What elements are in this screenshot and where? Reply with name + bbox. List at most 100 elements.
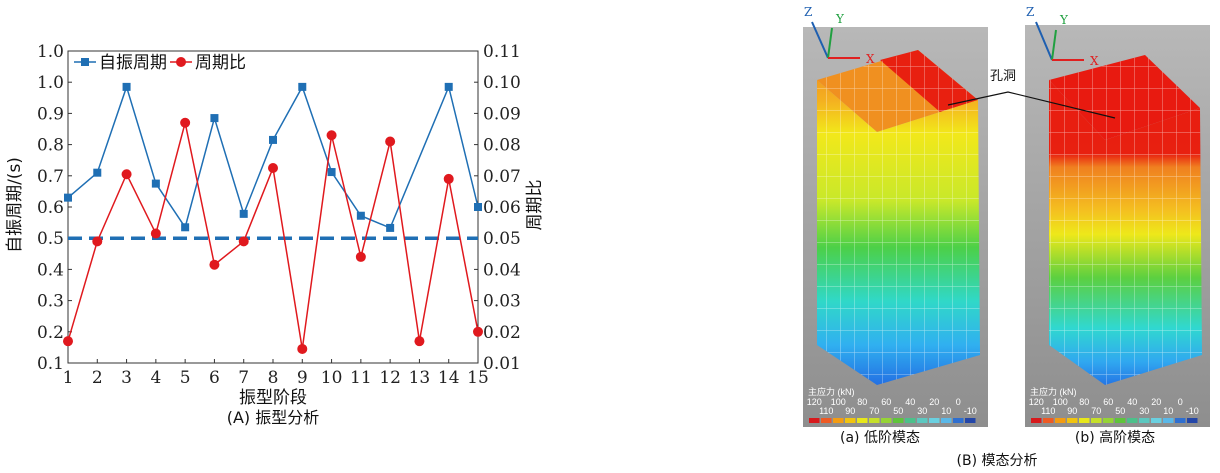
x-tick-label: 15 xyxy=(467,368,489,388)
legend-value: 10 xyxy=(941,406,951,416)
x-tick-label: 13 xyxy=(409,368,431,388)
data-point-ratio xyxy=(238,236,249,247)
legend-value: 110 xyxy=(1041,406,1055,416)
legend-value: 120 xyxy=(1029,397,1044,407)
x-tick-label: 9 xyxy=(297,368,308,388)
legend-swatch xyxy=(1043,418,1054,423)
axis-triad-icon: Z Y X xyxy=(804,5,875,66)
legend-value: 50 xyxy=(893,406,903,416)
legend-value: 110 xyxy=(819,406,833,416)
legend-swatch xyxy=(1091,418,1102,423)
y-axis-title: 自振周期/(s) xyxy=(5,157,25,253)
x-tick-label: 7 xyxy=(238,368,249,388)
data-point-ratio xyxy=(326,130,337,141)
building-render xyxy=(1049,55,1202,385)
legend-swatch xyxy=(1139,418,1150,423)
legend-swatch xyxy=(965,418,976,423)
x-tick-label: 4 xyxy=(150,368,161,388)
legend-value: 0 xyxy=(1178,397,1183,407)
legend-marker-circle xyxy=(176,57,186,67)
legend-value: 80 xyxy=(1079,397,1089,407)
legend-swatch xyxy=(1151,418,1162,423)
legend-swatch xyxy=(929,418,940,423)
x-tick-label: 11 xyxy=(350,368,372,388)
legend-swatch xyxy=(857,418,868,423)
legend-value: 70 xyxy=(869,406,879,416)
legend-swatch xyxy=(1055,418,1066,423)
y-right-tick-label: 0.10 xyxy=(483,73,521,93)
legend-swatch xyxy=(905,418,916,423)
panel-high-order-mode: Z Y X 主应力 (kN) 1201101009080706050403020… xyxy=(1025,5,1210,446)
legend-value: 90 xyxy=(845,406,855,416)
data-point-ratio xyxy=(297,343,308,354)
data-point-period xyxy=(327,168,336,177)
legend-value: 40 xyxy=(905,397,915,407)
y-right-tick-label: 0.11 xyxy=(483,42,521,62)
y-tick-label: 0.6 xyxy=(37,198,64,218)
legend-title: 主应力 (kN) xyxy=(808,386,855,397)
legend-swatch xyxy=(1031,418,1042,423)
panel-low-order-mode: Z Y X 主应力 (kN) 1201101009080706050403020… xyxy=(803,5,988,446)
legend-swatch xyxy=(845,418,856,423)
data-point-ratio xyxy=(443,173,454,184)
legend-swatch xyxy=(1175,418,1186,423)
y-tick-label: 0.7 xyxy=(37,167,64,187)
modal-analysis: Z Y X 主应力 (kN) 1201101009080706050403020… xyxy=(803,5,1210,469)
y-tick-label: 1.0 xyxy=(37,73,64,93)
legend-value: 0 xyxy=(956,397,961,407)
legend-value: 30 xyxy=(1139,406,1149,416)
data-point-ratio xyxy=(268,163,278,173)
axis-z-label: Z xyxy=(804,5,812,19)
series-line-period xyxy=(67,84,479,230)
legend-value: 20 xyxy=(929,397,939,407)
data-point-period xyxy=(181,223,190,232)
y-right-tick-label: 0.01 xyxy=(483,354,521,374)
legend-value: 80 xyxy=(857,397,867,407)
building-render xyxy=(817,50,980,385)
legend-value: -10 xyxy=(964,406,977,416)
y-right-tick-label: 0.06 xyxy=(483,198,521,218)
hole-annotation: 孔洞 xyxy=(947,69,1116,119)
x-tick-label: 14 xyxy=(438,368,460,388)
legend-value: -10 xyxy=(1186,406,1199,416)
y-tick-label: 0.3 xyxy=(37,292,64,312)
legend-swatch xyxy=(833,418,844,423)
x-tick-label: 5 xyxy=(180,368,191,388)
x-tick-label: 8 xyxy=(268,368,279,388)
legend-swatch xyxy=(893,418,904,423)
y-right-tick-label: 0.03 xyxy=(483,292,521,312)
legend-value: 10 xyxy=(1163,406,1173,416)
y-axis-right-title: 周期比 xyxy=(525,180,545,231)
data-point-period xyxy=(269,135,277,144)
axis-y-label: Y xyxy=(835,12,845,26)
data-point-ratio xyxy=(414,336,425,347)
legend-marker-square xyxy=(81,58,89,66)
data-point-period xyxy=(239,209,248,218)
y-tick-label: 0.8 xyxy=(37,136,64,156)
annotation-label: 孔洞 xyxy=(990,69,1016,84)
y-right-tick-label: 0.02 xyxy=(483,323,521,343)
data-point-period xyxy=(356,211,365,220)
y-tick-label: 0.4 xyxy=(37,260,64,280)
y-right-tick-label: 0.08 xyxy=(483,136,521,156)
data-point-period xyxy=(64,193,72,202)
figure-caption: (B) 模态分析 xyxy=(957,453,1038,469)
x-tick-label: 2 xyxy=(92,368,103,388)
axis-triad-icon: Z Y X xyxy=(1026,5,1099,68)
y-tick-label: 0.1 xyxy=(37,354,64,374)
y-right-tick-label: 0.09 xyxy=(483,104,521,124)
x-tick-label: 3 xyxy=(121,368,132,388)
legend-value: 90 xyxy=(1067,406,1077,416)
data-point-ratio xyxy=(92,236,103,247)
legend-value: 30 xyxy=(917,406,927,416)
data-point-ratio xyxy=(209,259,220,270)
data-point-period xyxy=(151,179,160,188)
x-axis-title: 振型阶段 xyxy=(239,388,307,408)
panel-caption: (b) 高阶模态 xyxy=(1075,429,1155,446)
y-tick-label: 0.5 xyxy=(37,229,64,249)
data-point-ratio xyxy=(63,336,73,347)
y-right-tick-label: 0.05 xyxy=(483,229,521,249)
legend-value: 100 xyxy=(1053,397,1068,407)
